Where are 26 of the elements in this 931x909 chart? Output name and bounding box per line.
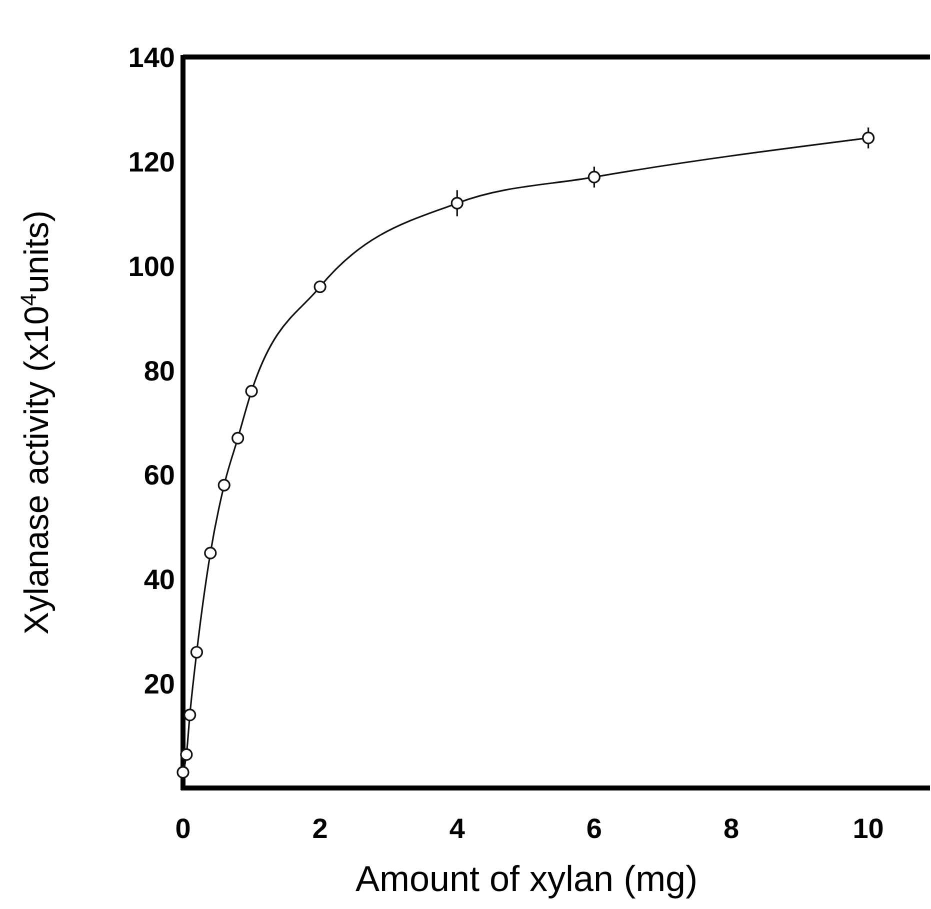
point [218,478,230,492]
point [588,170,600,184]
point [190,646,204,659]
x-tick-label: 0 [175,813,191,844]
y-tick-label: 20 [144,668,175,700]
y-tick-label: 120 [128,146,175,178]
point [232,432,244,444]
y-tick-label: 60 [144,460,175,491]
y-tick-label: 100 [128,250,175,282]
y-tick-label: 140 [128,42,175,73]
x-tick-label: 6 [586,813,602,844]
point [204,546,217,560]
point [184,708,196,722]
point [245,384,258,398]
point [176,766,190,779]
x-tick-label: 4 [449,813,466,844]
x-tick-label: 10 [852,813,884,844]
point [180,748,193,761]
y-tick-label: 40 [144,564,175,596]
x-tick-label: 8 [723,813,740,844]
point [450,196,464,210]
point [862,132,875,144]
x-tick-label: 2 [312,813,328,844]
point [314,280,326,294]
y-tick-label: 80 [144,355,175,386]
x-axis-title: Amount of xylan (mg) [355,858,698,899]
